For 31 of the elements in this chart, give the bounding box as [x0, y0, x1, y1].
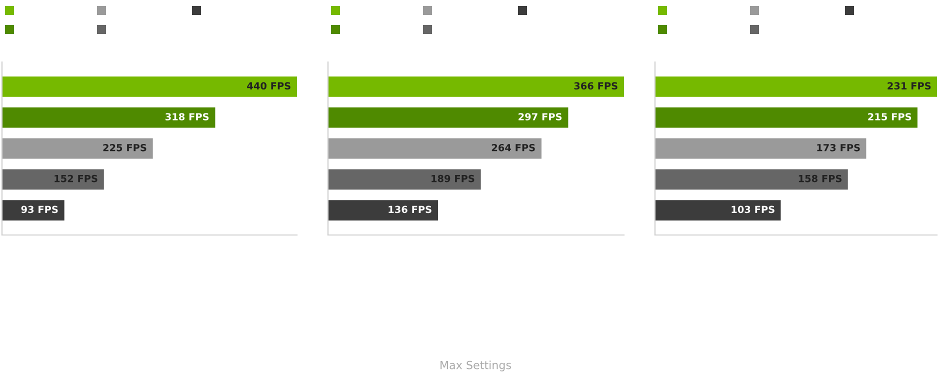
bar: [655, 200, 781, 220]
data-label: 173 FPS: [817, 144, 860, 152]
bar: [2, 169, 104, 190]
bar: [2, 107, 216, 128]
bar: [328, 107, 568, 128]
data-label: 103 FPS: [732, 206, 774, 214]
data-label: 189 FPS: [432, 174, 474, 182]
text: Max Settings: [440, 360, 511, 372]
bar: [328, 200, 438, 220]
bar: [2, 138, 153, 159]
bar: [2, 200, 64, 220]
data-label: 297 FPS: [518, 113, 562, 120]
bar: [328, 169, 481, 190]
data-label: 318 FPS: [166, 113, 209, 120]
bar: [2, 76, 297, 97]
bar: [655, 169, 848, 190]
data-label: 152 FPS: [54, 174, 98, 182]
data-label: 215 FPS: [868, 113, 912, 120]
data-label: 225 FPS: [103, 144, 146, 152]
data-label: 231 FPS: [888, 82, 931, 90]
bar: [328, 76, 624, 97]
data-label: 158 FPS: [798, 174, 842, 182]
data-label: 93 FPS: [21, 206, 58, 214]
data-label: 264 FPS: [492, 144, 535, 152]
data-label: 440 FPS: [247, 82, 290, 90]
bar: [655, 107, 918, 128]
bar: [328, 138, 542, 159]
bar: [655, 76, 937, 97]
data-label: 366 FPS: [574, 82, 618, 90]
bar: [655, 138, 866, 159]
data-label: 136 FPS: [388, 206, 432, 214]
